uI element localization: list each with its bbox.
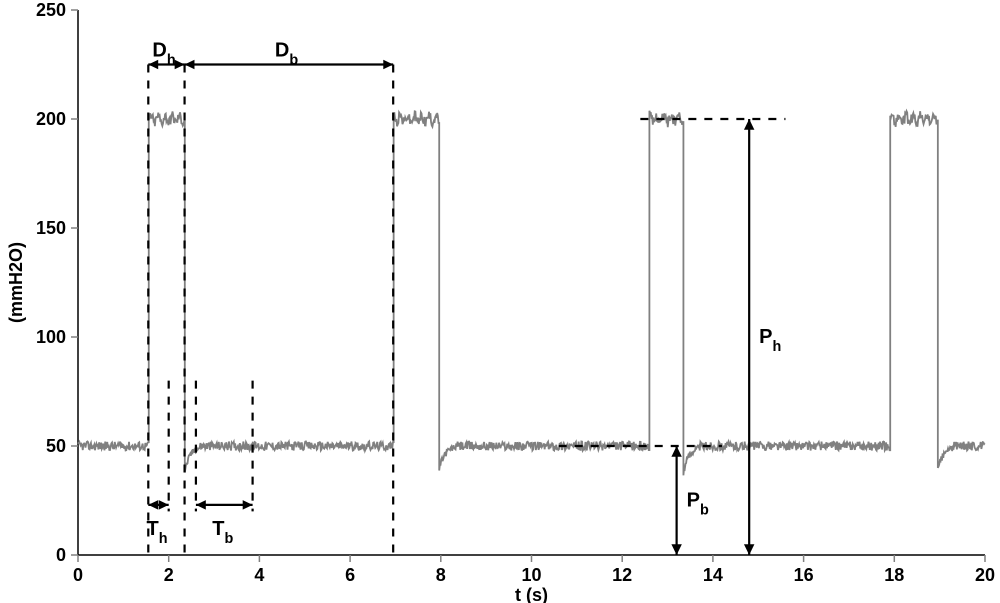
y-tick-label: 150 bbox=[36, 218, 66, 238]
x-tick-label: 14 bbox=[703, 565, 723, 585]
y-tick-label: 250 bbox=[36, 0, 66, 20]
x-tick-label: 0 bbox=[73, 565, 83, 585]
x-tick-label: 18 bbox=[884, 565, 904, 585]
x-tick-label: 10 bbox=[521, 565, 541, 585]
x-tick-label: 2 bbox=[164, 565, 174, 585]
y-tick-label: 0 bbox=[56, 545, 66, 565]
x-tick-label: 20 bbox=[975, 565, 995, 585]
y-tick-label: 200 bbox=[36, 109, 66, 129]
x-tick-label: 8 bbox=[436, 565, 446, 585]
pressure-time-chart: 02468101214161820050100150200250t (s)(mm… bbox=[0, 0, 1000, 603]
y-axis-label: (mmH2O) bbox=[6, 242, 26, 323]
x-tick-label: 16 bbox=[794, 565, 814, 585]
y-tick-label: 50 bbox=[46, 436, 66, 456]
x-axis-label: t (s) bbox=[515, 585, 548, 603]
x-tick-label: 12 bbox=[612, 565, 632, 585]
x-tick-label: 6 bbox=[345, 565, 355, 585]
y-tick-label: 100 bbox=[36, 327, 66, 347]
x-tick-label: 4 bbox=[254, 565, 264, 585]
